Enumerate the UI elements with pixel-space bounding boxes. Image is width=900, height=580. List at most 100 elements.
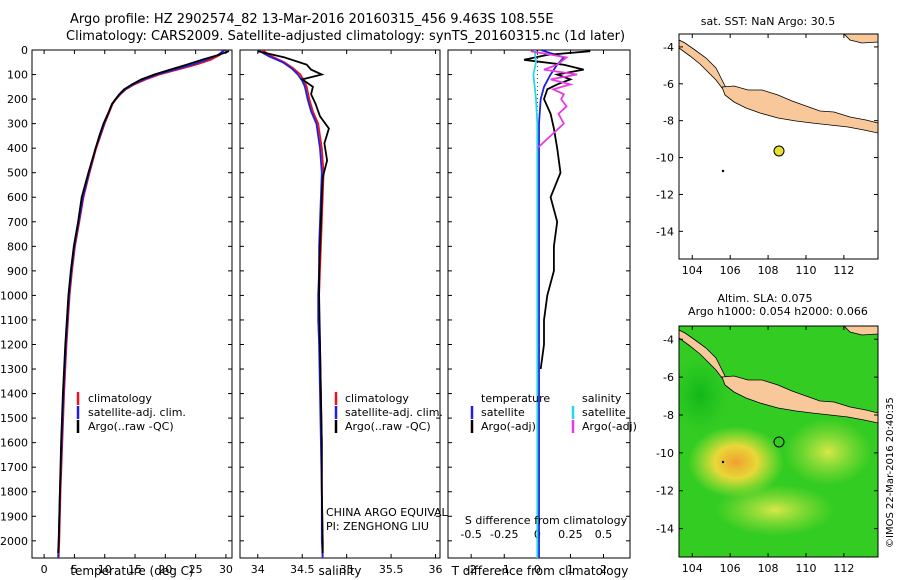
lon-tick-label: 108 — [758, 562, 779, 575]
depth-tick-label: 300 — [7, 118, 28, 131]
difference-profiles — [523, 50, 591, 558]
lon-tick-label: 104 — [682, 562, 703, 575]
argo-location-marker — [773, 436, 785, 448]
lat-tick-label: -4 — [663, 333, 674, 346]
sst-map-panel: sat. SST: NaN Argo: 30.5 104 106 108 110 112… — [656, 15, 879, 277]
x-tick-label: 30 — [219, 563, 233, 576]
x-tick-label: 36 — [429, 563, 443, 576]
float-owner-annotation: CHINA ARGO EQUIVALENT — [326, 506, 470, 519]
temperature-axes-frame — [31, 49, 233, 559]
depth-tick-label: 700 — [7, 216, 28, 229]
sumatra-landmass — [679, 329, 730, 384]
salinity-x-label: salinity — [318, 564, 361, 578]
sla-cool-anomaly — [679, 355, 730, 435]
x-tick-label: 34 — [251, 563, 265, 576]
depth-tick-label: 200 — [7, 93, 28, 106]
legend-sal-argo-label: Argo(-adj) — [582, 420, 637, 433]
legend-argo-label: Argo(..raw -QC) — [88, 420, 174, 433]
christmas-island — [721, 169, 725, 173]
depth-tick-label: 400 — [7, 142, 28, 155]
lat-tick-label: -12 — [656, 188, 674, 201]
imos-stamp: ©IMOS 22-Mar-2016 20:40:35 — [885, 397, 896, 548]
lat-tick-label: -10 — [656, 447, 674, 460]
depth-tick-label: 800 — [7, 240, 28, 253]
borneo-landmass — [843, 34, 878, 44]
s-diff-tick-label: -0.5 — [460, 528, 481, 541]
lon-tick-label: 104 — [682, 264, 703, 277]
depth-tick-label: 1800 — [0, 486, 28, 499]
x-tick-label: 2 — [600, 563, 607, 576]
s-diff-tick-label: 0.25 — [558, 528, 583, 541]
legend-clim-label: climatology — [345, 392, 409, 405]
legend-temp-sat-label: satellite — [481, 406, 525, 419]
s-diff-tick-label: 0.5 — [595, 528, 613, 541]
christmas-island — [721, 460, 725, 464]
series-salinity-argo-adj- — [530, 50, 578, 149]
depth-tick-label: 1900 — [0, 510, 28, 523]
lon-tick-label: 112 — [833, 562, 854, 575]
legend-sal-sat-label: satellite — [582, 406, 626, 419]
depth-tick-label: 1200 — [0, 338, 28, 351]
x-tick-label: 5 — [71, 563, 78, 576]
x-tick-label: -1 — [499, 563, 510, 576]
depth-axis-ticks: 0 100 200 300 400 500 600 700 800 900 1000 1100 1200… — [0, 44, 232, 548]
depth-tick-label: 1100 — [0, 314, 28, 327]
sla-map-frame — [678, 325, 879, 558]
depth-tick-label: 900 — [7, 265, 28, 278]
temperature-legend: climatology satellite-adj. clim. Argo(..… — [76, 392, 186, 433]
x-tick-label: -2 — [466, 563, 477, 576]
sla-map-axes: 104 106 108 110 112 -4 -6 -8 -10 -12 -14 — [656, 326, 878, 575]
s-difference-label: S difference from climatology — [465, 514, 628, 527]
sla-warm-anomaly — [688, 426, 784, 498]
legend-clim-label: climatology — [88, 392, 152, 405]
pi-annotation: PI: ZENGHONG LIU — [326, 520, 429, 533]
sla-warm-anomaly-south — [715, 484, 835, 536]
salinity-panel: 34 34.5 35 35.5 36 salinity climatology sate… — [239, 49, 470, 578]
borneo-landmass — [843, 326, 878, 336]
series-argo-raw-qc- — [57, 50, 230, 554]
lat-tick-label: -12 — [656, 485, 674, 498]
legend-sal-title: salinity — [582, 392, 622, 405]
series-temperature-argo-adj- — [523, 50, 591, 370]
header-line-1: Argo profile: HZ 2902574_82 13-Mar-2016 … — [70, 12, 554, 27]
series-argo-raw-qc- — [257, 50, 330, 554]
lat-tick-label: -14 — [656, 225, 674, 238]
difference-panel: -2 -1 0 1 2-0.5 -0.25 0 0.25 0.5 S difference fr… — [447, 49, 637, 578]
salinity-axes-frame — [239, 49, 441, 559]
sst-map-frame — [678, 33, 879, 260]
salinity-y-ticks — [240, 49, 440, 542]
x-tick-label: 34.5 — [290, 563, 315, 576]
legend-sat-label: satellite-adj. clim. — [345, 406, 443, 419]
depth-tick-label: 1000 — [0, 289, 28, 302]
lat-tick-label: -6 — [663, 371, 674, 384]
lat-tick-label: -14 — [656, 523, 674, 536]
argo-location-marker — [773, 145, 785, 157]
lon-tick-label: 110 — [795, 562, 816, 575]
legend-temp-title: temperature — [481, 392, 550, 405]
sst-map-axes: 104 106 108 110 112 -4 -6 -8 -10 -12 -14 — [656, 34, 878, 277]
x-tick-label: 35.5 — [379, 563, 404, 576]
x-tick-label: 0 — [534, 563, 541, 576]
lat-tick-label: -6 — [663, 78, 674, 91]
depth-tick-label: 100 — [7, 69, 28, 82]
lat-tick-label: -8 — [663, 409, 674, 422]
lat-tick-label: -4 — [663, 41, 674, 54]
temperature-panel: 0 100 200 300 400 500 600 700 800 900 1000 1100 1200… — [0, 44, 233, 578]
sla-map-panel: Altim. SLA: 0.075 Argo h1000: 0.054 h200… — [656, 292, 879, 575]
sla-map-title-1: Altim. SLA: 0.075 — [717, 292, 812, 305]
x-tick-label: 25 — [189, 563, 203, 576]
x-tick-label: 1 — [567, 563, 574, 576]
s-diff-tick-label: -0.25 — [490, 528, 518, 541]
salinity-legend: climatology satellite-adj. clim. Argo(..… — [334, 392, 443, 433]
depth-tick-label: 1700 — [0, 461, 28, 474]
temperature-x-label: temperature (deg C) — [70, 564, 193, 578]
t-difference-label: T difference from climatology — [451, 564, 629, 578]
java-landmass — [721, 85, 878, 134]
sst-map-title: sat. SST: NaN Argo: 30.5 — [701, 15, 835, 28]
depth-tick-label: 2000 — [0, 535, 28, 548]
depth-tick-label: 600 — [7, 191, 28, 204]
depth-tick-label: 500 — [7, 167, 28, 180]
sla-map-title-2: Argo h1000: 0.054 h2000: 0.066 — [688, 305, 868, 318]
depth-tick-label: 0 — [21, 44, 28, 57]
